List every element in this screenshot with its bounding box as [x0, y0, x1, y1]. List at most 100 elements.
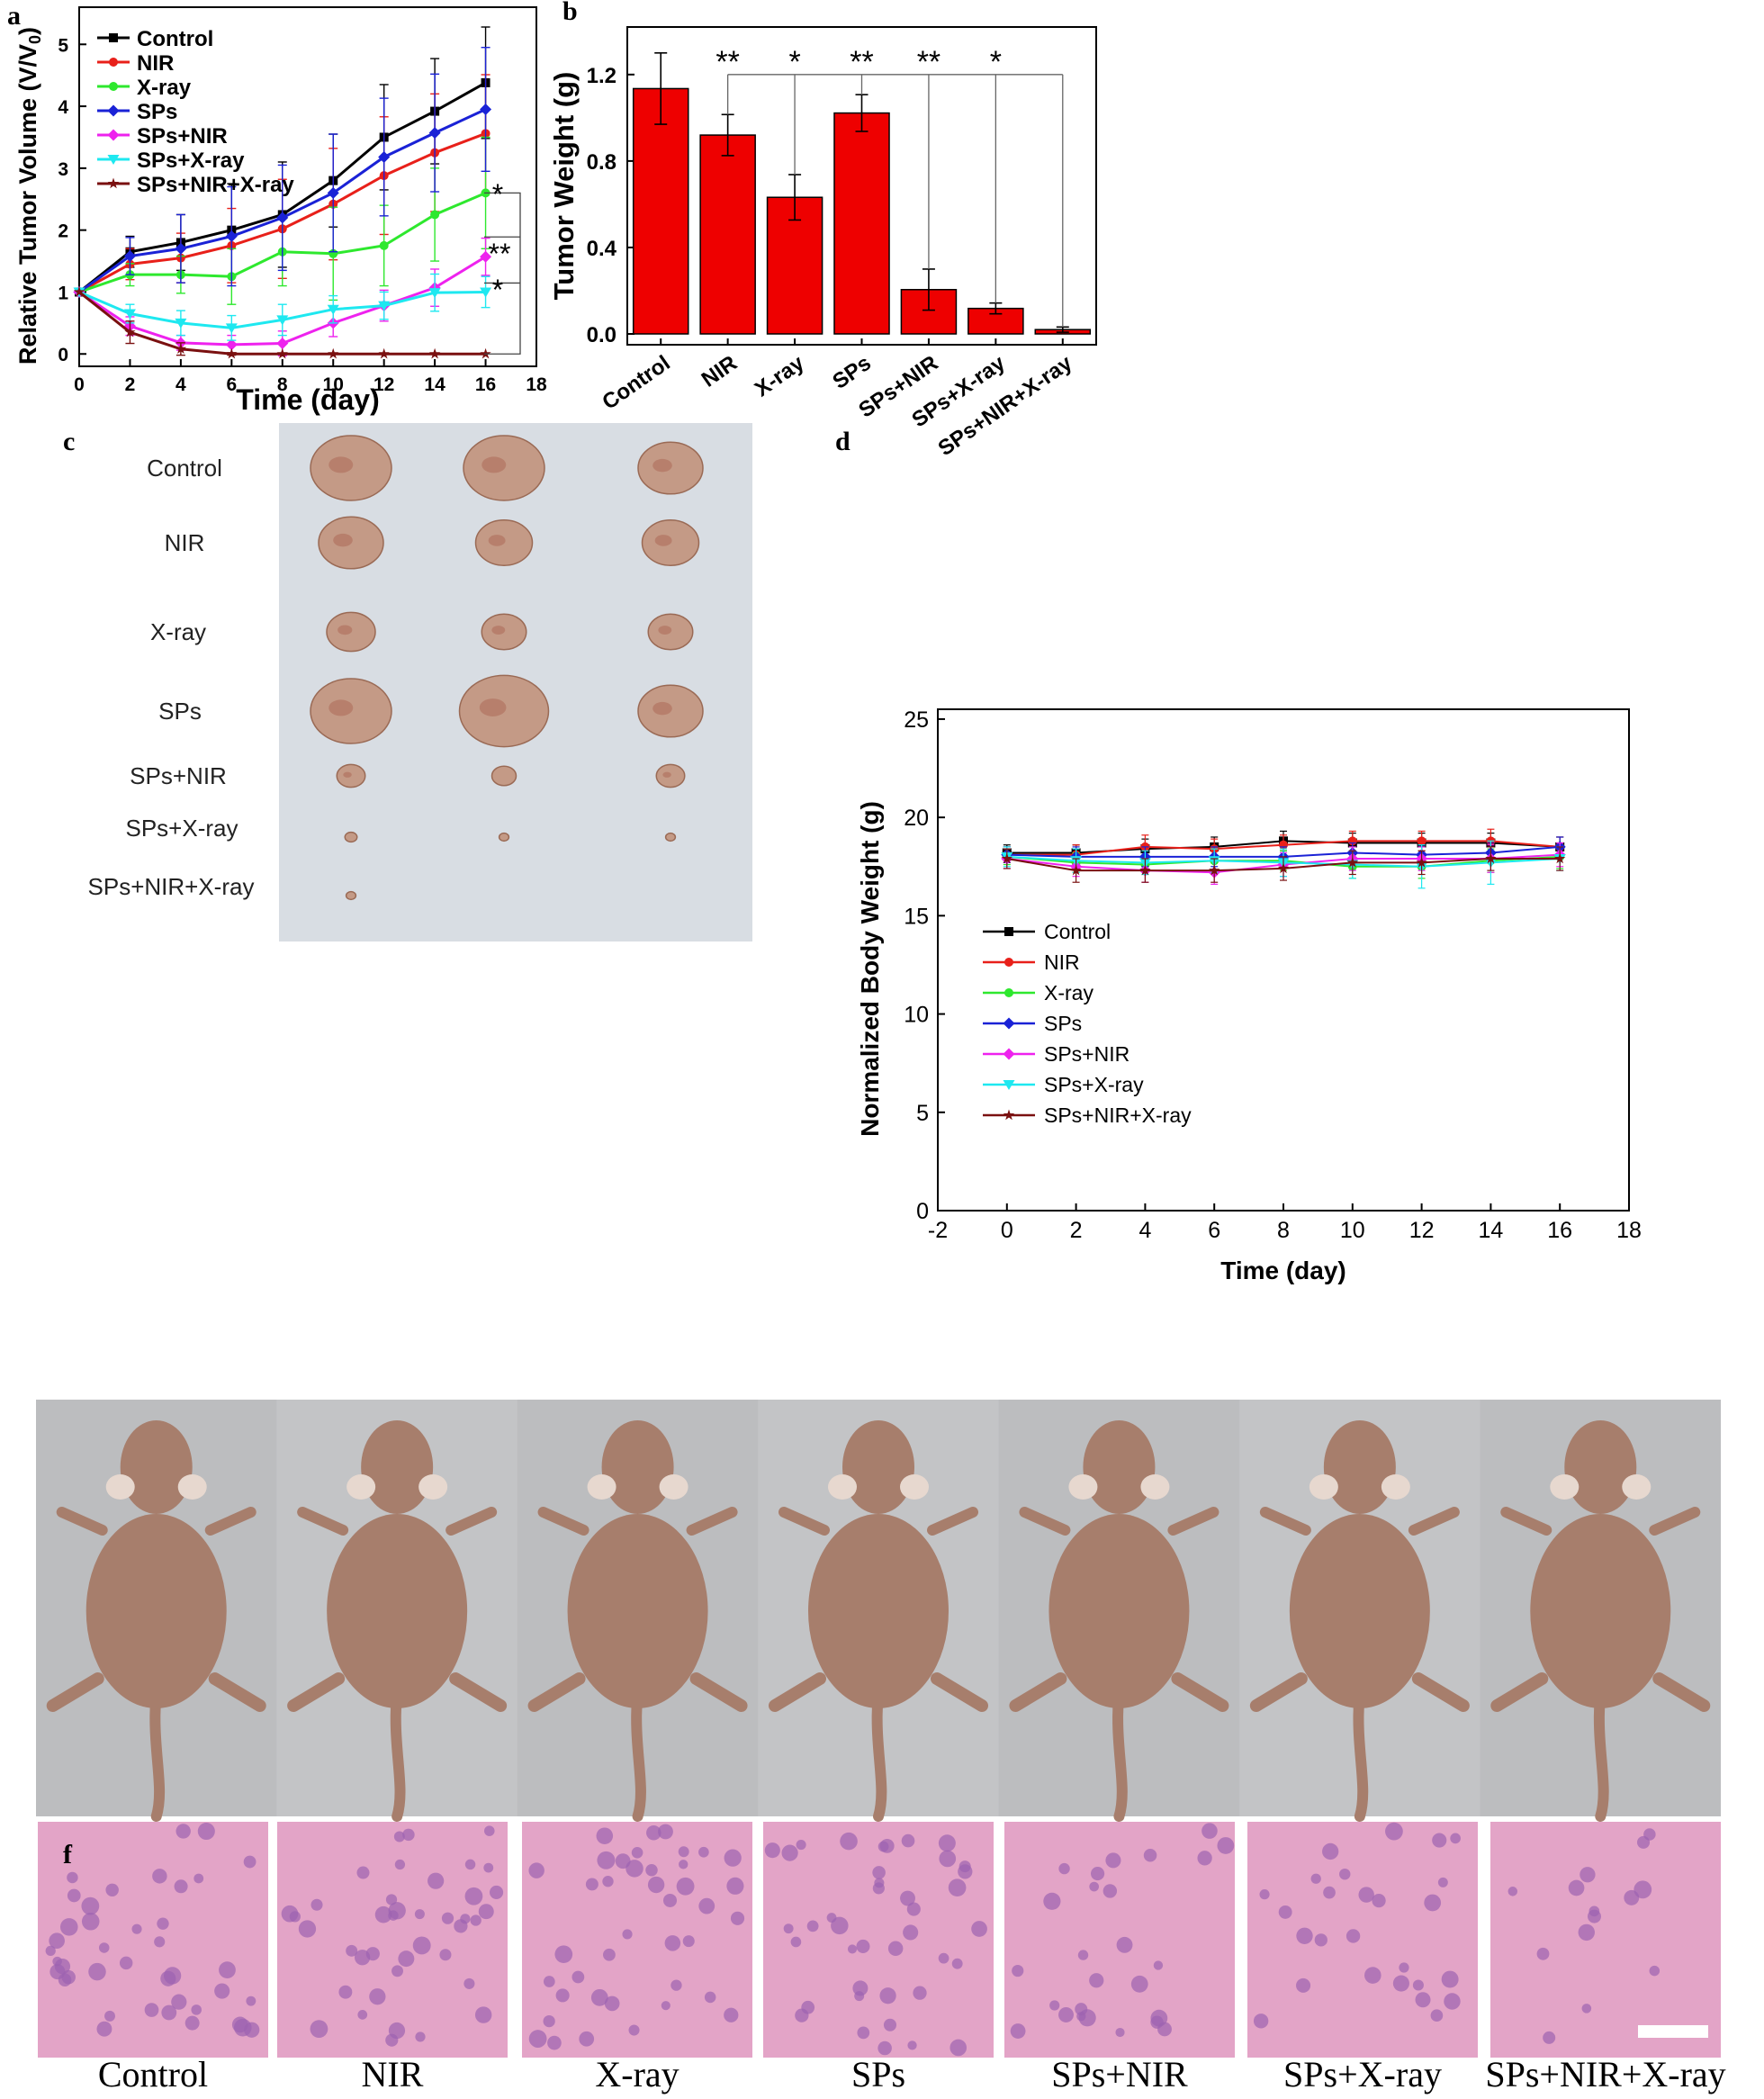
cell-nucleus: [622, 1929, 633, 1940]
bar-sps: [833, 112, 890, 335]
legend-marker: [107, 129, 120, 141]
panel-letter-f: f: [63, 1840, 73, 1869]
cell-nucleus: [1649, 1965, 1660, 1977]
histology-control: [38, 1822, 268, 2058]
tumor-spot: [658, 626, 672, 635]
cell-nucleus: [197, 1823, 215, 1841]
mouse-nir: [276, 1400, 518, 1822]
mouse-head: [361, 1420, 434, 1514]
bar-nir: [699, 134, 756, 335]
data-point: [73, 285, 86, 297]
mouse-leg: [1167, 1507, 1220, 1536]
cell-nucleus: [781, 1844, 798, 1861]
data-point: [1139, 864, 1151, 876]
cell-nucleus: [460, 1914, 471, 1924]
tumor-sample: [655, 763, 686, 788]
x-tick-label: 4: [176, 374, 186, 395]
cell-nucleus: [585, 1878, 598, 1891]
cell-nucleus: [631, 1846, 644, 1859]
tumor-row-label: SPs+NIR: [130, 762, 227, 789]
data-point: [428, 127, 441, 140]
histology-label: SPs+X-ray: [1283, 2054, 1442, 2094]
x-tick-label: X-ray: [751, 350, 809, 401]
mouse-sps-plus-nir: [998, 1400, 1240, 1822]
x-tick-label: NIR: [698, 351, 742, 392]
legend-label: SPs+NIR+X-ray: [1044, 1104, 1192, 1127]
cell-nucleus: [1197, 1851, 1212, 1866]
cell-nucleus: [951, 1958, 963, 1969]
cell-nucleus: [1322, 1842, 1339, 1860]
y-tick-label: 3: [58, 159, 68, 180]
cell-nucleus: [219, 1961, 236, 1978]
x-tick-label: 0: [74, 374, 85, 395]
data-point: [1554, 852, 1566, 864]
histology-sps: [763, 1822, 994, 2058]
tumor-spot: [338, 625, 353, 635]
mouse-leg: [1500, 1507, 1552, 1536]
cell-nucleus: [478, 1904, 494, 1920]
mouse-ear: [418, 1474, 448, 1500]
cell-nucleus: [1578, 1923, 1595, 1941]
mouse-leg: [1171, 1672, 1229, 1712]
mouse-leg: [56, 1507, 108, 1536]
y-tick-label: 10: [904, 1003, 929, 1028]
cell-nucleus: [1012, 1964, 1024, 1977]
panel-f-histology-images: Control NIR X-ray SPs SPs+NIR SPs+X-ray SPs+NI…: [38, 1822, 1726, 2094]
tumor-spot: [343, 771, 352, 778]
tumor-sample: [481, 613, 527, 651]
cell-nucleus: [724, 1849, 742, 1867]
data-point: [124, 326, 136, 338]
x-tick-label: Control: [598, 351, 674, 415]
cell-nucleus: [555, 1988, 570, 2003]
tumor-spot: [328, 456, 354, 473]
cell-nucleus: [415, 2031, 426, 2042]
cell-nucleus: [67, 1871, 78, 1884]
cell-nucleus: [796, 1840, 806, 1851]
cell-nucleus: [903, 1924, 919, 1941]
y-tick-label: 0.0: [587, 323, 616, 347]
histology-nir: [277, 1822, 508, 2058]
cell-nucleus: [1323, 1886, 1336, 1899]
mouse-leg: [686, 1507, 738, 1536]
cell-nucleus: [579, 2031, 595, 2047]
cell-nucleus: [603, 1948, 616, 1961]
cell-nucleus: [441, 1912, 454, 1924]
series-sps-plus-x-ray: [73, 273, 492, 341]
data-point: [480, 104, 492, 116]
cell-nucleus: [528, 1862, 544, 1878]
x-tick-label: 8: [1277, 1218, 1290, 1243]
legend-marker: [1003, 1048, 1015, 1060]
data-point: [175, 343, 187, 354]
mouse-ear: [659, 1474, 688, 1500]
mouse-tail: [631, 1687, 646, 1822]
tumor-sample: [318, 516, 384, 570]
cell-nucleus: [346, 1944, 358, 1957]
y-axis-label: Relative Tumor Volume (V/V0): [14, 27, 44, 365]
tumor-sample: [326, 611, 376, 653]
cell-nucleus: [1089, 1973, 1104, 1988]
y-tick-label: 0.4: [587, 237, 617, 261]
mouse-ear: [1068, 1474, 1098, 1500]
mouse-body: [1048, 1514, 1190, 1708]
cell-nucleus: [1430, 2009, 1444, 2022]
x-tick-label: 10: [323, 374, 344, 395]
mouse-leg: [208, 1672, 266, 1712]
cell-nucleus: [1634, 1880, 1652, 1899]
tumor-spot: [491, 626, 506, 635]
cell-nucleus: [1115, 2027, 1125, 2038]
cell-nucleus: [474, 2006, 492, 2023]
cell-nucleus: [913, 1986, 927, 2000]
cell-nucleus: [49, 1932, 65, 1950]
y-tick-label: 5: [916, 1101, 929, 1126]
tumor-spot: [662, 771, 671, 778]
legend-label: X-ray: [137, 76, 192, 100]
cell-nucleus: [1075, 2003, 1088, 2016]
data-point: [1070, 864, 1082, 876]
legend-marker: [107, 104, 120, 117]
cell-nucleus: [1385, 1822, 1403, 1841]
cell-nucleus: [163, 1967, 182, 1985]
mouse-leg: [689, 1672, 748, 1712]
cell-nucleus: [154, 1936, 166, 1948]
tumor-row-label: SPs: [158, 698, 202, 725]
